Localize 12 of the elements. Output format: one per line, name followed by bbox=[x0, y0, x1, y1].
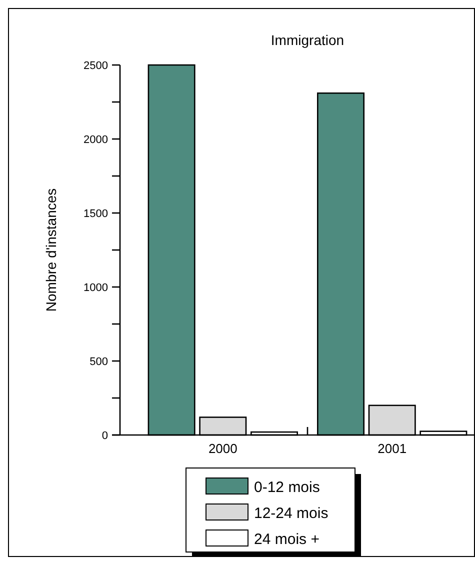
y-tick-label: 500 bbox=[90, 356, 108, 368]
legend-label: 0-12 mois bbox=[254, 479, 320, 496]
x-tick-label: 2001 bbox=[378, 441, 407, 456]
legend-label: 24 mois + bbox=[254, 531, 320, 548]
y-tick-label: 1000 bbox=[84, 282, 108, 294]
y-axis-title: Nombre d'instances bbox=[43, 188, 59, 312]
y-tick-label: 2000 bbox=[84, 134, 108, 146]
legend-label: 12-24 mois bbox=[254, 505, 328, 522]
y-tick-label: 2500 bbox=[84, 60, 108, 72]
y-tick-label: 0 bbox=[102, 430, 108, 442]
y-tick-label: 1500 bbox=[84, 208, 108, 220]
chart-title: Immigration bbox=[270, 32, 344, 48]
